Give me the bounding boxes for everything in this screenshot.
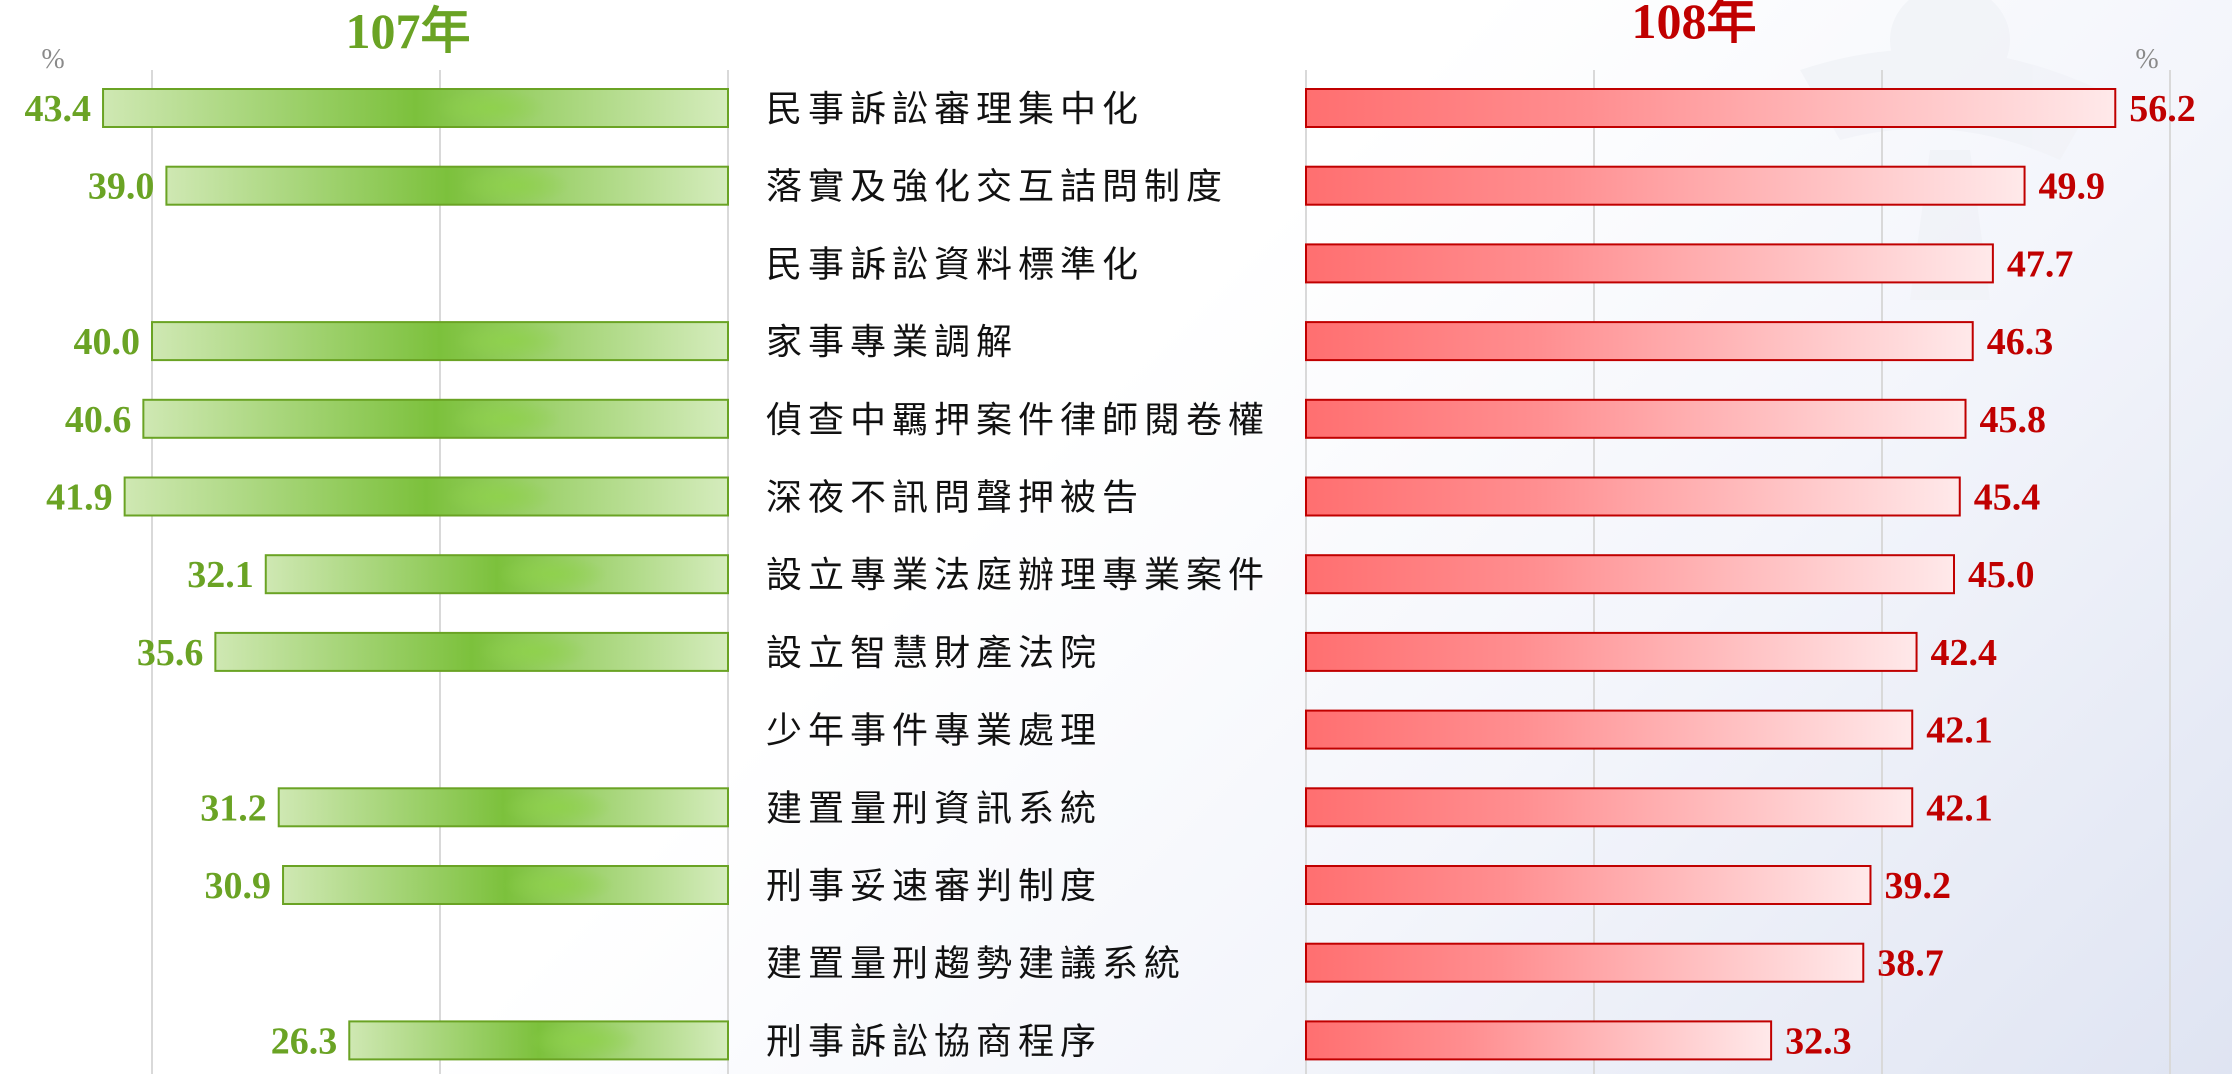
bar-107-highlight [435,89,546,127]
value-label-107: 30.9 [205,865,272,907]
category-label: 建置量刑趨勢建議系統 [766,944,1186,985]
value-label-108: 56.2 [2129,88,2196,130]
series-108-title: 108年 [1632,0,1757,49]
value-label-108: 47.7 [2007,243,2073,285]
bar-108 [1305,631,1918,672]
bar-108 [1305,88,2117,128]
bar-108 [1305,787,1914,828]
value-label-107: 43.4 [25,88,92,130]
right-unit-label: % [2135,44,2158,75]
category-label: 刑事訴訟協商程序 [766,1021,1102,1062]
category-label: 落實及強化交互詰問制度 [766,167,1228,208]
bar-107-highlight [450,399,561,438]
bar-107 [165,165,729,206]
left-unit-label: % [41,44,64,75]
bar-108 [1305,865,1872,905]
bar-107 [264,554,729,595]
chart-titles: 107年 108年 % % [41,0,2158,75]
value-label-108: 42.4 [1931,632,1998,674]
bar-108 [1305,554,1955,595]
bar-108 [1305,476,1961,517]
category-label: 少年事件專業處理 [766,711,1102,752]
bar-107-highlight [459,166,570,205]
value-label-107: 39.0 [88,166,155,208]
category-label: 民事訴訟資料標準化 [766,244,1144,285]
bar-108 [1305,165,2026,206]
bar-108 [1305,321,1974,362]
value-label-107: 40.0 [74,321,141,363]
value-label-108: 45.4 [1974,477,2041,519]
value-label-107: 40.6 [65,399,132,441]
bar-107 [151,321,729,362]
bar-107 [123,476,729,517]
bar-108 [1305,398,1967,439]
category-label: 家事專業調解 [766,322,1018,363]
value-label-107: 35.6 [137,632,204,674]
value-label-108: 39.2 [1884,865,1951,907]
category-label: 刑事妥速審判制度 [766,866,1102,907]
bar-108 [1305,942,1865,983]
category-labels: 民事訴訟審理集中化落實及強化交互詰問制度民事訴訟資料標準化家事專業調解偵查中羈押… [766,89,1270,1062]
bar-107-highlight [502,788,613,827]
bar-107 [102,88,730,128]
value-label-107: 26.3 [271,1020,338,1062]
bar-107-highlight [529,1021,640,1060]
value-label-108: 32.3 [1785,1020,1852,1062]
value-label-108: 42.1 [1926,710,1993,752]
bar-107-highlight [443,477,554,516]
value-label-108: 38.7 [1877,943,1944,985]
value-label-107: 32.1 [187,554,254,596]
category-label: 民事訴訟審理集中化 [766,89,1144,130]
bar-107-highlight [497,555,608,594]
bar-107-highlight [478,632,589,671]
bar-107-highlight [503,866,614,904]
category-label: 設立智慧財產法院 [766,633,1102,674]
category-label: 設立專業法庭辦理專業案件 [766,555,1270,596]
value-label-108: 46.3 [1987,321,2054,363]
value-label-108: 49.9 [2039,166,2106,208]
category-label: 深夜不訊問聲押被告 [766,478,1144,519]
value-label-108: 42.1 [1926,787,1993,829]
bar-108 [1305,709,1914,750]
bar-107 [142,398,730,439]
bar-107 [214,631,730,672]
value-label-108: 45.0 [1968,554,2035,596]
bar-107-highlight [454,322,565,361]
bar-108 [1305,243,1994,284]
category-label: 偵查中羈押案件律師閱卷權 [766,400,1270,441]
category-label: 建置量刑資訊系統 [766,788,1102,829]
series-108-bars: 56.2 49.9 47.7 46.3 45.8 45.4 45.0 42.4 42.1 42.1… [1305,88,2196,1062]
series-107-bars: 43.4 39.0 40.0 40.6 41.9 32.1 35.6 31.2 30.9 26.3 [25,88,730,1062]
value-label-108: 45.8 [1980,399,2047,441]
bar-108 [1305,1020,1773,1061]
value-label-107: 31.2 [200,787,267,829]
value-label-107: 41.9 [46,477,113,519]
series-107-title: 107年 [346,3,471,59]
